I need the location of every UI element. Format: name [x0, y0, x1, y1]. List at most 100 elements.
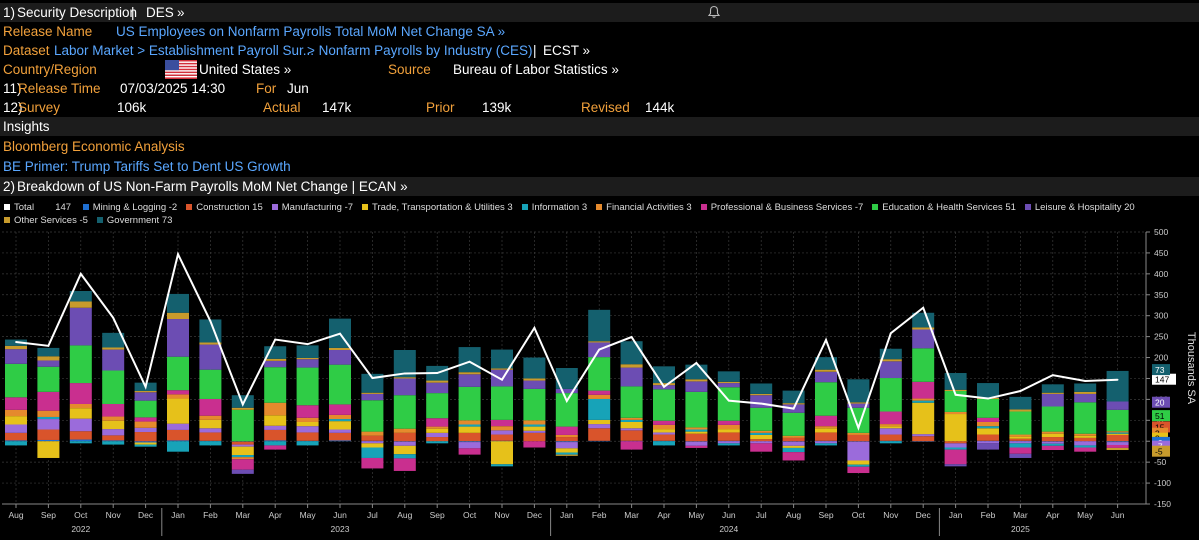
bar-segment-government: [1009, 396, 1032, 410]
bar-segment-education-health-services: [912, 348, 935, 382]
legend-item-construction[interactable]: Construction 15: [186, 201, 263, 214]
bell-icon[interactable]: [707, 5, 721, 19]
release-name-link[interactable]: US Employees on Nonfarm Payrolls Total M…: [116, 24, 506, 39]
bar-segment-financial-activities: [167, 394, 189, 399]
x-tick-label: Mar: [624, 510, 639, 520]
legend-item-information[interactable]: Information 3: [521, 201, 587, 214]
legend-item-education-health-services[interactable]: Education & Health Services 51: [872, 201, 1016, 214]
header-bar: 1) Security Description | DES »: [0, 3, 1199, 22]
total-point: [15, 341, 17, 343]
x-tick-label: Oct: [463, 510, 477, 520]
bar-segment-trade-transportation-utilities: [231, 446, 254, 456]
bar-segment-leisure-hospitality: [458, 374, 481, 387]
survey-label[interactable]: Survey: [18, 100, 61, 115]
bar-segment-financial-activities: [426, 426, 449, 429]
dataset-industry-link[interactable]: > Nonfarm Payrolls by Industry (CES): [307, 43, 533, 58]
bar-segment-financial-activities: [750, 430, 773, 433]
header-ticker[interactable]: DES: [146, 5, 174, 20]
bar-segment-other-services: [329, 347, 351, 351]
legend-item-total[interactable]: Total 147: [4, 201, 71, 214]
bar-segment-other-services: [620, 364, 643, 368]
bar-segment-government: [37, 347, 60, 357]
source-value[interactable]: Bureau of Labor Statistics »: [453, 62, 619, 77]
bar-segment-information: [847, 464, 870, 467]
bar-segment-government: [102, 332, 125, 348]
bar-segment-trade-transportation-utilities: [69, 408, 92, 419]
total-point: [792, 407, 795, 410]
revised-label: Revised: [581, 100, 630, 115]
legend-item-manufacturing[interactable]: Manufacturing -7: [271, 201, 353, 214]
total-point: [209, 320, 212, 323]
legend-item-leisure-hospitality[interactable]: Leisure & Hospitality 20: [1024, 201, 1135, 214]
dataset-ecst-link[interactable]: ECST »: [543, 43, 591, 58]
bar-segment-financial-activities: [69, 403, 92, 409]
bar-segment-education-health-services: [296, 367, 319, 406]
bar-segment-other-services: [815, 369, 837, 372]
legend-label: Professional & Business Services -7: [710, 202, 864, 213]
bar-segment-information: [37, 416, 60, 420]
breakdown-title[interactable]: Breakdown of US Non-Farm Payrolls MoM Ne…: [17, 179, 408, 194]
bar-segment-leisure-hospitality: [199, 344, 222, 370]
bar-segment-other-services: [685, 379, 708, 382]
bar-segment-trade-transportation-utilities: [458, 426, 481, 433]
release-time-value: 07/03/2025 14:30: [120, 81, 226, 96]
release-time-label[interactable]: Release Time: [18, 81, 101, 96]
legend-label: Financial Activities 3: [606, 202, 692, 213]
bar-segment-trade-transportation-utilities: [199, 419, 222, 429]
bar-segment-other-services: [879, 359, 902, 362]
bar-segment-leisure-hospitality: [944, 464, 967, 467]
legend-label: Other Services -5: [14, 215, 88, 226]
bar-segment-trade-transportation-utilities: [847, 460, 870, 465]
bar-segment-financial-activities: [5, 409, 27, 417]
legend-item-financial-activities[interactable]: Financial Activities 3: [596, 201, 692, 214]
bar-segment-mining-logging: [1041, 441, 1064, 442]
total-point: [403, 372, 406, 375]
release-time-row: 11) Release Time 07/03/2025 14:30 For Ju…: [0, 79, 1199, 98]
be-primer-link[interactable]: BE Primer: Trump Tariffs Set to Dent US …: [3, 159, 291, 174]
total-point: [177, 253, 179, 256]
bar-segment-mining-logging: [102, 440, 125, 442]
bar-segment-construction: [685, 433, 708, 442]
total-point: [339, 332, 341, 335]
prior-label: Prior: [426, 100, 455, 115]
header-chevron[interactable]: »: [177, 5, 185, 20]
legend-item-professional-business-services[interactable]: Professional & Business Services -7: [700, 201, 864, 214]
legend-item-mining-logging[interactable]: Mining & Logging -2: [82, 201, 177, 214]
bar-segment-trade-transportation-utilities: [717, 429, 740, 433]
header-title[interactable]: Security Description: [17, 5, 138, 20]
bar-segment-construction: [588, 428, 611, 441]
x-tick-label: Jun: [333, 510, 347, 520]
bar-segment-other-services: [1074, 391, 1097, 394]
x-tick-label: Sep: [41, 510, 56, 520]
bar-segment-education-health-services: [5, 363, 27, 398]
bar-segment-professional-business-services: [815, 415, 837, 427]
bar-segment-construction: [653, 434, 675, 441]
bar-segment-mining-logging: [588, 440, 611, 442]
bar-segment-mining-logging: [653, 440, 675, 442]
bar-segment-manufacturing: [134, 427, 157, 433]
bloomberg-economic-analysis-link[interactable]: Bloomberg Economic Analysis: [3, 139, 185, 154]
total-point: [501, 378, 503, 381]
x-tick-label: Feb: [592, 510, 607, 520]
bar-segment-professional-business-services: [167, 390, 189, 395]
legend-item-other-services[interactable]: Other Services -5: [4, 214, 88, 227]
bar-segment-professional-business-services: [1009, 447, 1032, 454]
bar-segment-information: [1074, 445, 1097, 448]
legend-item-government[interactable]: Government 73: [96, 214, 172, 227]
bar-segment-professional-business-services: [717, 420, 740, 425]
legend-swatch: [872, 204, 879, 210]
country-value[interactable]: United States »: [199, 62, 292, 77]
bar-segment-education-health-services: [1074, 402, 1097, 434]
dataset-path-link[interactable]: Labor Market > Establishment Payroll Sur…: [54, 43, 314, 58]
total-point: [79, 272, 82, 275]
legend-item-trade-transportation-utilities[interactable]: Trade, Transportation & Utilities 3: [362, 201, 513, 214]
x-tick-label: May: [1077, 510, 1094, 520]
bar-segment-other-services: [393, 377, 416, 379]
bar-segment-mining-logging: [458, 441, 481, 443]
y-tick-label: 500: [1154, 228, 1168, 237]
bar-segment-trade-transportation-utilities: [491, 441, 513, 465]
bar-segment-education-health-services: [555, 393, 578, 427]
bar-segment-education-health-services: [977, 398, 999, 418]
bar-segment-construction: [620, 430, 643, 441]
bar-segment-leisure-hospitality: [134, 392, 157, 401]
